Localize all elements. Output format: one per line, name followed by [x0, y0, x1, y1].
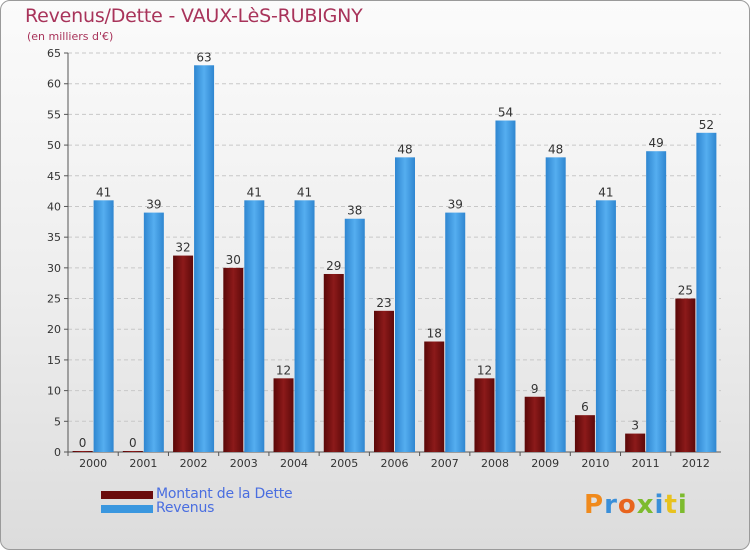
data-label: 0	[79, 436, 87, 450]
x-tick-label: 2002	[180, 457, 208, 470]
bar-dette	[323, 273, 344, 452]
bar-revenus	[244, 200, 265, 452]
bar-revenus	[143, 212, 164, 452]
bar-revenus	[696, 132, 717, 453]
data-label: 52	[699, 118, 714, 132]
proxiti-logo: Proxiti	[584, 490, 688, 520]
data-label: 41	[598, 185, 613, 199]
x-tick-label: 2001	[129, 457, 157, 470]
bar-revenus	[545, 157, 566, 452]
data-label: 3	[631, 419, 639, 433]
y-tick-label: 5	[54, 415, 61, 428]
data-label: 25	[678, 284, 693, 298]
y-tick-label: 10	[47, 385, 61, 398]
y-tick-label: 45	[47, 170, 61, 183]
data-label: 41	[297, 185, 312, 199]
data-label: 39	[448, 198, 463, 212]
bar-revenus	[294, 200, 315, 452]
data-label: 41	[247, 185, 262, 199]
data-label: 38	[347, 204, 362, 218]
logo-letter: x	[636, 490, 655, 520]
data-label: 54	[498, 106, 513, 120]
bar-revenus	[395, 157, 415, 452]
data-label: 48	[548, 142, 563, 156]
legend-label-revenus: Revenus	[156, 500, 215, 516]
x-tick-label: 2012	[682, 457, 710, 470]
bar-dette	[625, 433, 646, 452]
logo-letter: r	[604, 490, 618, 520]
y-tick-label: 55	[47, 108, 61, 121]
data-label: 48	[397, 142, 412, 156]
data-label: 9	[531, 382, 539, 396]
x-tick-label: 2008	[481, 457, 509, 470]
y-tick-label: 65	[47, 47, 61, 60]
x-tick-label: 2010	[581, 457, 609, 470]
bar-dette	[72, 451, 93, 452]
logo-letter: i	[654, 490, 665, 520]
x-tick-label: 2000	[79, 457, 107, 470]
chart-subtitle: (en milliers d'€)	[27, 30, 114, 43]
x-tick-label: 2007	[431, 457, 459, 470]
y-tick-label: 40	[47, 200, 61, 213]
y-tick-label: 50	[47, 139, 61, 152]
data-label: 29	[326, 259, 341, 273]
data-label: 18	[427, 327, 442, 341]
data-label: 12	[477, 363, 492, 377]
data-label: 32	[175, 241, 190, 255]
bar-dette	[675, 298, 696, 452]
data-label: 49	[649, 136, 664, 150]
data-label: 30	[226, 253, 241, 267]
y-tick-label: 60	[47, 78, 61, 91]
x-tick-label: 2009	[531, 457, 559, 470]
x-tick-label: 2003	[230, 457, 258, 470]
data-label: 23	[376, 296, 391, 310]
bar-dette	[173, 255, 194, 452]
bar-revenus	[194, 65, 215, 453]
bar-revenus	[595, 200, 616, 452]
y-tick-label: 35	[47, 231, 61, 244]
data-label: 41	[96, 185, 111, 199]
data-label: 0	[129, 436, 137, 450]
logo-letter: o	[617, 490, 637, 520]
logo-letter: t	[664, 490, 678, 520]
x-tick-label: 2006	[381, 457, 409, 470]
bar-dette	[424, 341, 445, 452]
x-tick-label: 2004	[280, 457, 308, 470]
logo-letter: i	[677, 490, 688, 520]
y-tick-label: 30	[47, 262, 61, 275]
bar-revenus	[93, 200, 114, 452]
data-label: 12	[276, 363, 291, 377]
legend-swatch-dette	[101, 491, 153, 499]
y-tick-label: 20	[47, 323, 61, 336]
bar-revenus	[344, 218, 365, 452]
bar-dette	[374, 310, 394, 452]
chart-title: Revenus/Dette - VAUX-LèS-RUBIGNY	[25, 5, 363, 27]
data-label: 39	[146, 198, 161, 212]
y-tick-label: 0	[54, 446, 61, 459]
x-tick-label: 2011	[632, 457, 660, 470]
y-tick-label: 15	[47, 354, 61, 367]
y-tick-label: 25	[47, 293, 61, 306]
legend-label-dette: Montant de la Dette	[156, 486, 293, 502]
bar-revenus	[495, 120, 516, 453]
bar-dette	[273, 378, 294, 452]
bar-dette	[122, 451, 143, 452]
bar-dette	[474, 378, 495, 452]
x-tick-label: 2005	[330, 457, 358, 470]
bar-dette	[574, 415, 595, 452]
logo-letter: P	[584, 490, 605, 520]
bar-revenus	[445, 212, 466, 452]
bar-dette	[524, 396, 545, 452]
bar-revenus	[646, 151, 667, 452]
data-label: 6	[581, 400, 589, 414]
legend-swatch-revenus	[101, 505, 153, 513]
bar-dette	[223, 267, 244, 452]
data-label: 63	[196, 50, 211, 64]
